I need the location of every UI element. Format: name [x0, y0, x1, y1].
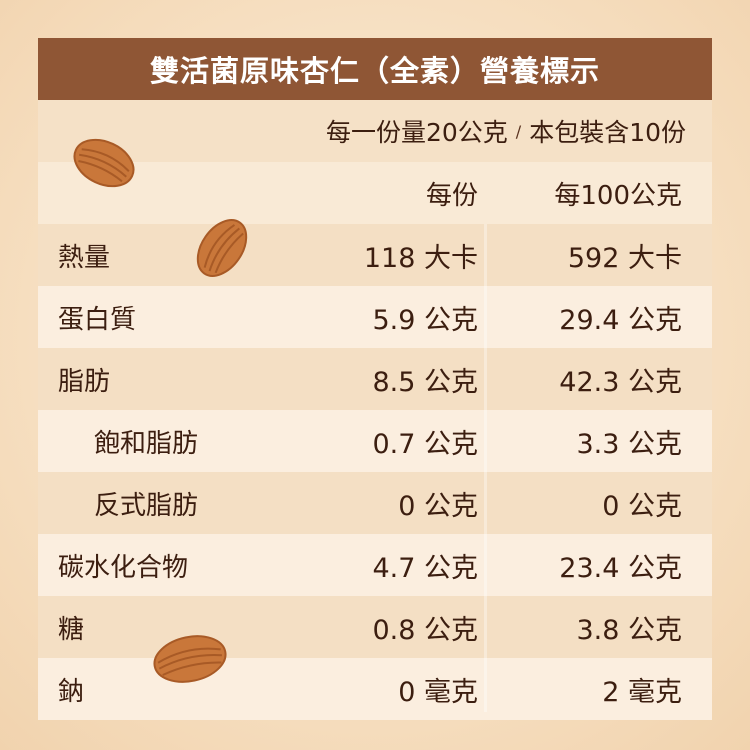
table-row: 脂肪 8.5 公克 42.3 公克 [38, 348, 712, 410]
almond-icon [153, 635, 227, 683]
nutrient-name: 蛋白質 [58, 304, 137, 335]
table-row: 糖 0.8 公克 3.8 公克 [38, 596, 712, 658]
per-serving-value: 118 大卡 [363, 242, 478, 274]
per-100g-value: 0 公克 [602, 490, 682, 522]
nutrition-table: 雙活菌原味杏仁（全素）營養標示 每一份量20公克 / 本包裝含10份 每份 每1… [38, 38, 712, 720]
table-row: 蛋白質 5.9 公克 29.4 公克 [38, 286, 712, 348]
per-100g-value: 29.4 公克 [559, 304, 682, 336]
nutrient-name: 脂肪 [58, 366, 111, 397]
table-row: 熱量 118 大卡 592 大卡 [38, 224, 712, 286]
per-serving-value: 5.9 公克 [372, 304, 478, 336]
per-100g-value: 42.3 公克 [559, 366, 682, 398]
per-100g-value: 3.3 公克 [576, 428, 682, 460]
nutrient-name: 糖 [58, 614, 85, 645]
table-row: 碳水化合物 4.7 公克 23.4 公克 [38, 534, 712, 596]
serving-size: 每一份量20公克 [325, 118, 508, 147]
nutrient-name: 熱量 [58, 242, 111, 273]
column-divider [484, 224, 487, 712]
column-header-per-serving: 每份 [425, 180, 478, 211]
per-serving-value: 4.7 公克 [372, 552, 478, 584]
serving-separator: / [515, 121, 522, 141]
nutrient-name: 反式脂肪 [94, 490, 199, 521]
nutrient-name: 飽和脂肪 [94, 428, 199, 459]
per-100g-value: 3.8 公克 [576, 614, 682, 646]
table-row: 飽和脂肪 0.7 公克 3.3 公克 [38, 410, 712, 472]
per-serving-value: 0 毫克 [398, 676, 478, 708]
per-100g-value: 2 毫克 [602, 676, 682, 708]
almond-icon [196, 219, 248, 277]
nutrient-name: 碳水化合物 [58, 552, 189, 583]
nutrient-name: 鈉 [58, 676, 85, 707]
serving-info: 每一份量20公克 / 本包裝含10份 [38, 100, 712, 162]
per-serving-value: 8.5 公克 [372, 366, 478, 398]
per-100g-value: 592 大卡 [567, 242, 682, 274]
per-serving-value: 0 公克 [398, 490, 478, 522]
almond-icon [73, 138, 135, 188]
table-row: 鈉 0 毫克 2 毫克 [38, 658, 712, 720]
table-row: 反式脂肪 0 公克 0 公克 [38, 472, 712, 534]
per-100g-value: 23.4 公克 [559, 552, 682, 584]
table-title: 雙活菌原味杏仁（全素）營養標示 [38, 38, 712, 100]
column-header-row: 每份 每100公克 [38, 162, 712, 224]
per-serving-value: 0.7 公克 [372, 428, 478, 460]
column-header-per-100g: 每100公克 [554, 180, 682, 211]
servings-per-package: 本包裝含10份 [529, 118, 686, 147]
per-serving-value: 0.8 公克 [372, 614, 478, 646]
